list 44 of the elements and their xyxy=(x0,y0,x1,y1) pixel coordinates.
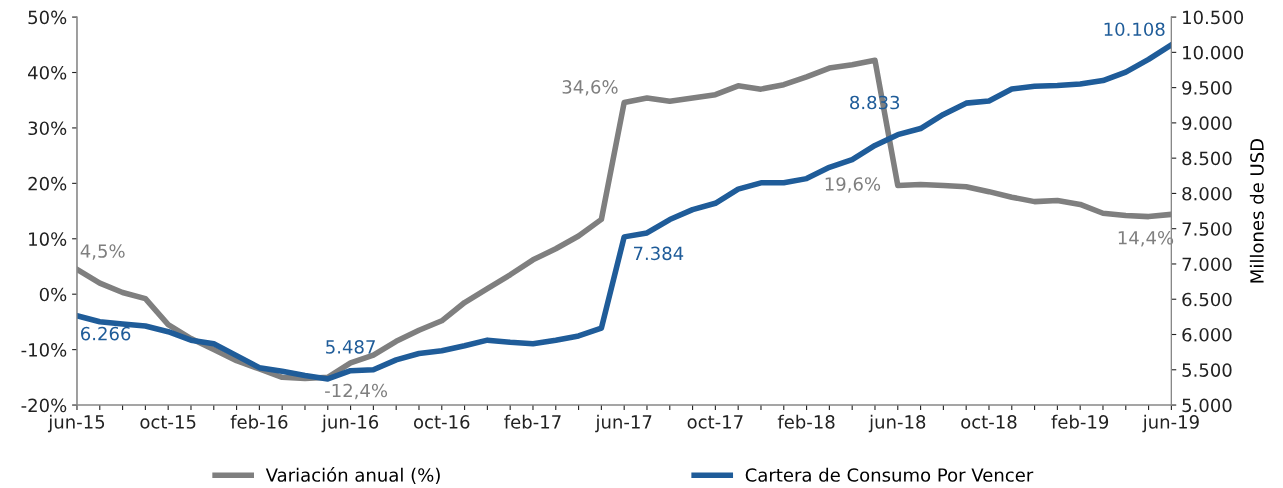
y-tick-label: -20% xyxy=(21,398,67,413)
y2-tick-label: 8.500 xyxy=(1182,151,1232,166)
y-tick-label: 50% xyxy=(28,10,67,25)
x-tick-label: oct-16 xyxy=(414,415,470,429)
x-tick-label: feb-18 xyxy=(777,414,835,429)
data-label: 34,6% xyxy=(562,80,618,96)
legend-label: Variación anual (%) xyxy=(265,467,440,484)
y-tick-label: 40% xyxy=(28,65,67,80)
legend-label: Cartera de Consumo Por Vencer xyxy=(745,467,1034,482)
data-label: 10.108 xyxy=(1104,22,1165,37)
y2-tick-label: 7.500 xyxy=(1182,222,1232,236)
y2-tick-label: 10.000 xyxy=(1183,45,1244,60)
x-tick-label: feb-17 xyxy=(504,414,561,429)
y2-tick-label: 9.500 xyxy=(1182,81,1232,95)
x-tick-label: oct-18 xyxy=(961,415,1017,429)
y2-tick-label: 6.000 xyxy=(1182,327,1232,342)
y-tick-label: 10% xyxy=(29,232,67,246)
y2-tick-label: 9.000 xyxy=(1182,116,1232,130)
y-tick-label: 0% xyxy=(39,287,67,302)
data-label: 4,5% xyxy=(80,244,125,260)
x-tick-label: jun-16 xyxy=(321,414,379,433)
x-tick-label: oct-15 xyxy=(140,415,196,429)
y-tick-label: -10% xyxy=(21,343,67,357)
data-label: 6.266 xyxy=(81,326,131,341)
y2-tick-label: 7.000 xyxy=(1182,257,1232,272)
x-tick-label: oct-17 xyxy=(687,415,743,429)
y-tick-label: 20% xyxy=(28,176,67,191)
y-tick-label: 30% xyxy=(28,121,67,136)
y2-tick-label: 10.500 xyxy=(1183,10,1244,25)
y2-tick-label: 5.500 xyxy=(1182,363,1232,377)
y2-tick-label: 6.500 xyxy=(1182,292,1232,307)
y2-tick-label: 5.000 xyxy=(1182,398,1232,413)
x-tick-label: jun-15 xyxy=(47,414,105,433)
data-label: 19,6% xyxy=(825,177,881,193)
data-label: -12,4% xyxy=(325,383,388,400)
x-tick-label: jun-17 xyxy=(595,414,652,433)
data-label: 7.384 xyxy=(633,246,684,261)
y2-axis-title: Millones de USD xyxy=(1249,139,1264,283)
x-tick-label: feb-16 xyxy=(230,414,288,429)
x-tick-label: jun-19 xyxy=(1142,414,1199,433)
data-label: 5.487 xyxy=(326,340,375,354)
y2-tick-label: 8.000 xyxy=(1182,186,1232,201)
x-tick-label: feb-19 xyxy=(1051,414,1109,429)
x-tick-label: jun-18 xyxy=(868,414,926,433)
